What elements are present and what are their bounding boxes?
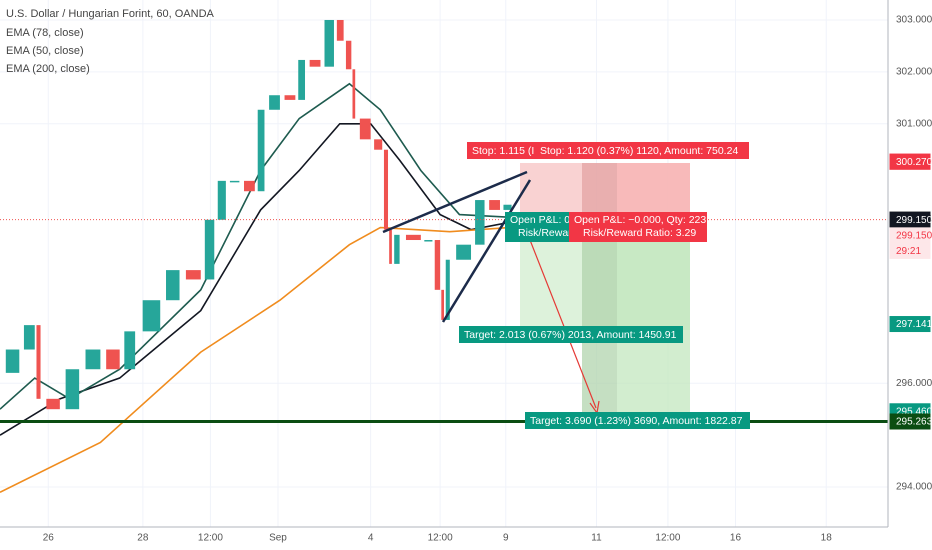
candle [405,234,421,241]
label-box [525,412,750,429]
pnl-label: Open P&L: −0.000, Qty: 223 [574,214,706,226]
price-tag-label: 297.141 [896,319,932,330]
candle [456,244,472,260]
candle [352,69,356,119]
x-tick-label: 12:00 [198,533,223,544]
candle [106,349,120,370]
candle [284,95,296,100]
candle [46,398,60,410]
y-tick-label: 302.000 [896,67,932,78]
candle [229,180,240,183]
candle [244,180,255,192]
candle [359,118,371,140]
candle [142,300,161,332]
label-box [505,212,575,242]
x-tick-label: 12:00 [655,533,680,544]
candle [36,325,41,399]
price-tag [889,211,931,228]
x-tick-label: 18 [821,533,833,544]
axes: 303.000 302.000 301.000 296.000 294.000 26 28 1… [43,15,932,544]
candle [503,204,512,210]
candle [5,349,20,373]
candle [269,95,280,110]
y-tick-label: 294.000 [896,482,932,493]
ema-line [0,82,510,410]
candle [298,59,306,100]
label-box [459,326,683,343]
x-tick-label: 4 [368,533,374,544]
candle [124,331,136,370]
candle [217,180,226,220]
candle [23,325,35,350]
candle [475,200,485,245]
pnl-label: Open P&L: 0. [510,214,573,226]
x-tick-label: 28 [137,533,149,544]
rr-label: Risk/Reward Ratio: 3.29 [583,227,696,239]
price-tag [889,153,931,170]
candle [394,234,400,264]
candle [257,109,265,192]
target-label: Target: 3.690 (1.23%) 3690, Amount: 1822… [530,415,743,427]
legend-entry: EMA (200, close) [6,63,90,75]
x-tick-label: 11 [591,533,602,544]
price-tag [889,413,931,430]
price-tag-label: 29:21 [896,246,921,257]
candle [309,59,321,67]
x-tick-label: 12:00 [428,533,453,544]
target-label: Target: 2.013 (0.67%) 2013, Amount: 1450… [464,329,677,341]
trend-line [441,179,532,323]
price-tag [889,316,931,333]
candle [374,139,383,150]
candle [389,229,392,264]
candle [345,40,352,70]
legend-entry: EMA (78, close) [6,27,84,39]
candle [185,270,201,280]
candle [424,240,433,242]
label-box [569,212,707,242]
y-tick-label: 301.000 [896,118,932,129]
x-tick-label: 16 [730,533,742,544]
label-box [535,142,749,159]
price-tag [889,227,931,244]
x-tick-label: 9 [503,533,509,544]
price-tag-label: 299.150 [896,215,932,226]
rr-label: Risk/Reward [518,227,578,239]
price-tag-label: 300.270 [896,157,932,168]
candle [383,149,389,230]
stop-label: Stop: 1.115 (I [472,145,534,157]
price-tag-label: 299.150 [896,230,932,241]
price-tag-label: 295.460 [896,406,932,417]
overlap [582,163,617,421]
arrow [529,239,597,409]
candle [65,369,80,410]
x-tick-label: Sep [269,533,287,544]
candle [489,200,500,210]
candle [204,219,215,280]
trend-line [382,170,528,234]
candle [324,19,334,67]
candle [166,270,180,301]
legend-entry: EMA (50, close) [6,45,84,57]
candle [336,19,344,41]
candle [85,349,101,370]
y-tick-label: 303.000 [896,15,932,26]
price-tag [889,242,931,259]
chart-title: U.S. Dollar / Hungarian Forint, 60, OAND… [6,8,215,20]
y-tick-label: 296.000 [896,378,932,389]
candle [445,259,450,320]
stop-zone [582,163,690,220]
stop-label: Stop: 1.120 (0.37%) 1120, Amount: 750.24 [540,145,738,157]
ema-line [0,226,510,493]
ema-line [0,122,510,436]
target-zone [582,220,690,421]
x-tick-label: 26 [43,533,55,544]
candle [434,240,441,290]
candle [441,289,444,320]
price-tag-label: 295.263 [896,417,932,428]
